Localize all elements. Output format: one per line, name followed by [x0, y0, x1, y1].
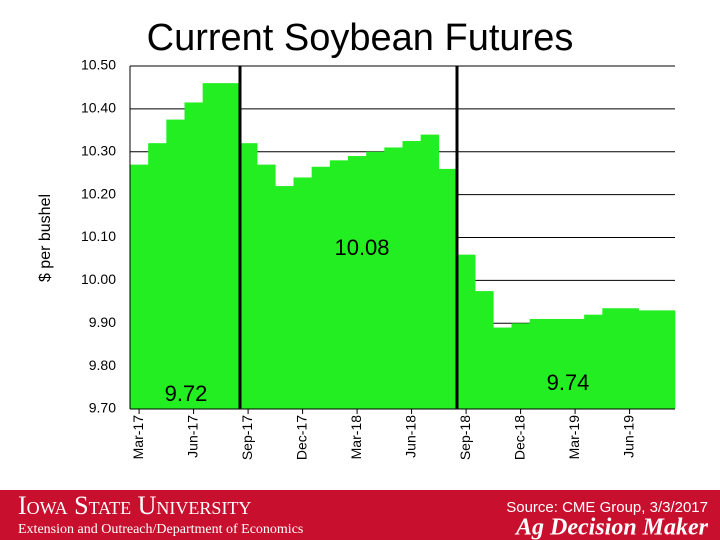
x-tick-label: Jun-17 [184, 415, 200, 458]
x-tick-label: Jun-19 [620, 415, 636, 458]
bar [566, 318, 585, 409]
chart-title: Current Soybean Futures [147, 17, 574, 59]
x-tick-label: Jun-18 [402, 415, 418, 458]
bar [202, 83, 222, 410]
y-tick-label: 10.10 [81, 228, 116, 244]
y-tick-label: 9.80 [89, 357, 116, 373]
bar [184, 102, 203, 409]
bar [130, 164, 149, 409]
bar [220, 83, 240, 410]
x-tick-label: Sep-17 [239, 415, 255, 460]
annotation: 10.08 [334, 235, 389, 260]
bar [638, 310, 658, 409]
bar [348, 156, 367, 409]
bar [366, 151, 385, 409]
y-tick-label: 9.90 [89, 314, 116, 330]
bar [257, 164, 276, 409]
x-tick-label: Sep-18 [457, 415, 473, 460]
y-tick-label: 10.00 [81, 271, 116, 287]
x-tick-label: Dec-17 [293, 415, 309, 460]
bar [511, 323, 530, 409]
y-tick-label: 9.70 [89, 400, 116, 416]
bar [493, 327, 512, 409]
x-tick-label: Mar-17 [130, 415, 146, 460]
bar [311, 166, 331, 409]
y-tick-label: 10.40 [81, 100, 116, 116]
bar [620, 308, 639, 409]
bar [656, 310, 676, 409]
bar [275, 186, 294, 409]
university-name: Iowa State University [18, 491, 251, 520]
x-tick-label: Dec-18 [511, 415, 527, 460]
bar [529, 318, 549, 409]
bar [402, 141, 421, 409]
bar [420, 134, 440, 409]
bar [602, 308, 621, 409]
annotation: 9.74 [547, 370, 590, 395]
bar [329, 160, 349, 409]
brand: Ag Decision Maker [514, 515, 709, 540]
bar [457, 254, 476, 409]
bar [166, 119, 185, 409]
y-axis-label: $ per bushel [37, 194, 54, 282]
department: Extension and Outreach/Department of Eco… [18, 522, 303, 537]
footer-band [0, 490, 720, 540]
source: Source: CME Group, 3/3/2017 [506, 499, 708, 516]
bar [148, 143, 167, 410]
bar [239, 143, 258, 410]
x-tick-label: Mar-19 [566, 415, 582, 460]
bar [384, 147, 403, 409]
bar [475, 291, 494, 409]
bar [584, 314, 603, 409]
y-tick-label: 10.30 [81, 142, 116, 158]
bar [547, 318, 567, 409]
y-tick-label: 10.20 [81, 185, 116, 201]
bar [438, 168, 458, 409]
annotation: 9.72 [165, 381, 208, 406]
bar [293, 177, 312, 409]
y-tick-label: 10.50 [81, 57, 116, 73]
x-tick-label: Mar-18 [348, 415, 364, 460]
